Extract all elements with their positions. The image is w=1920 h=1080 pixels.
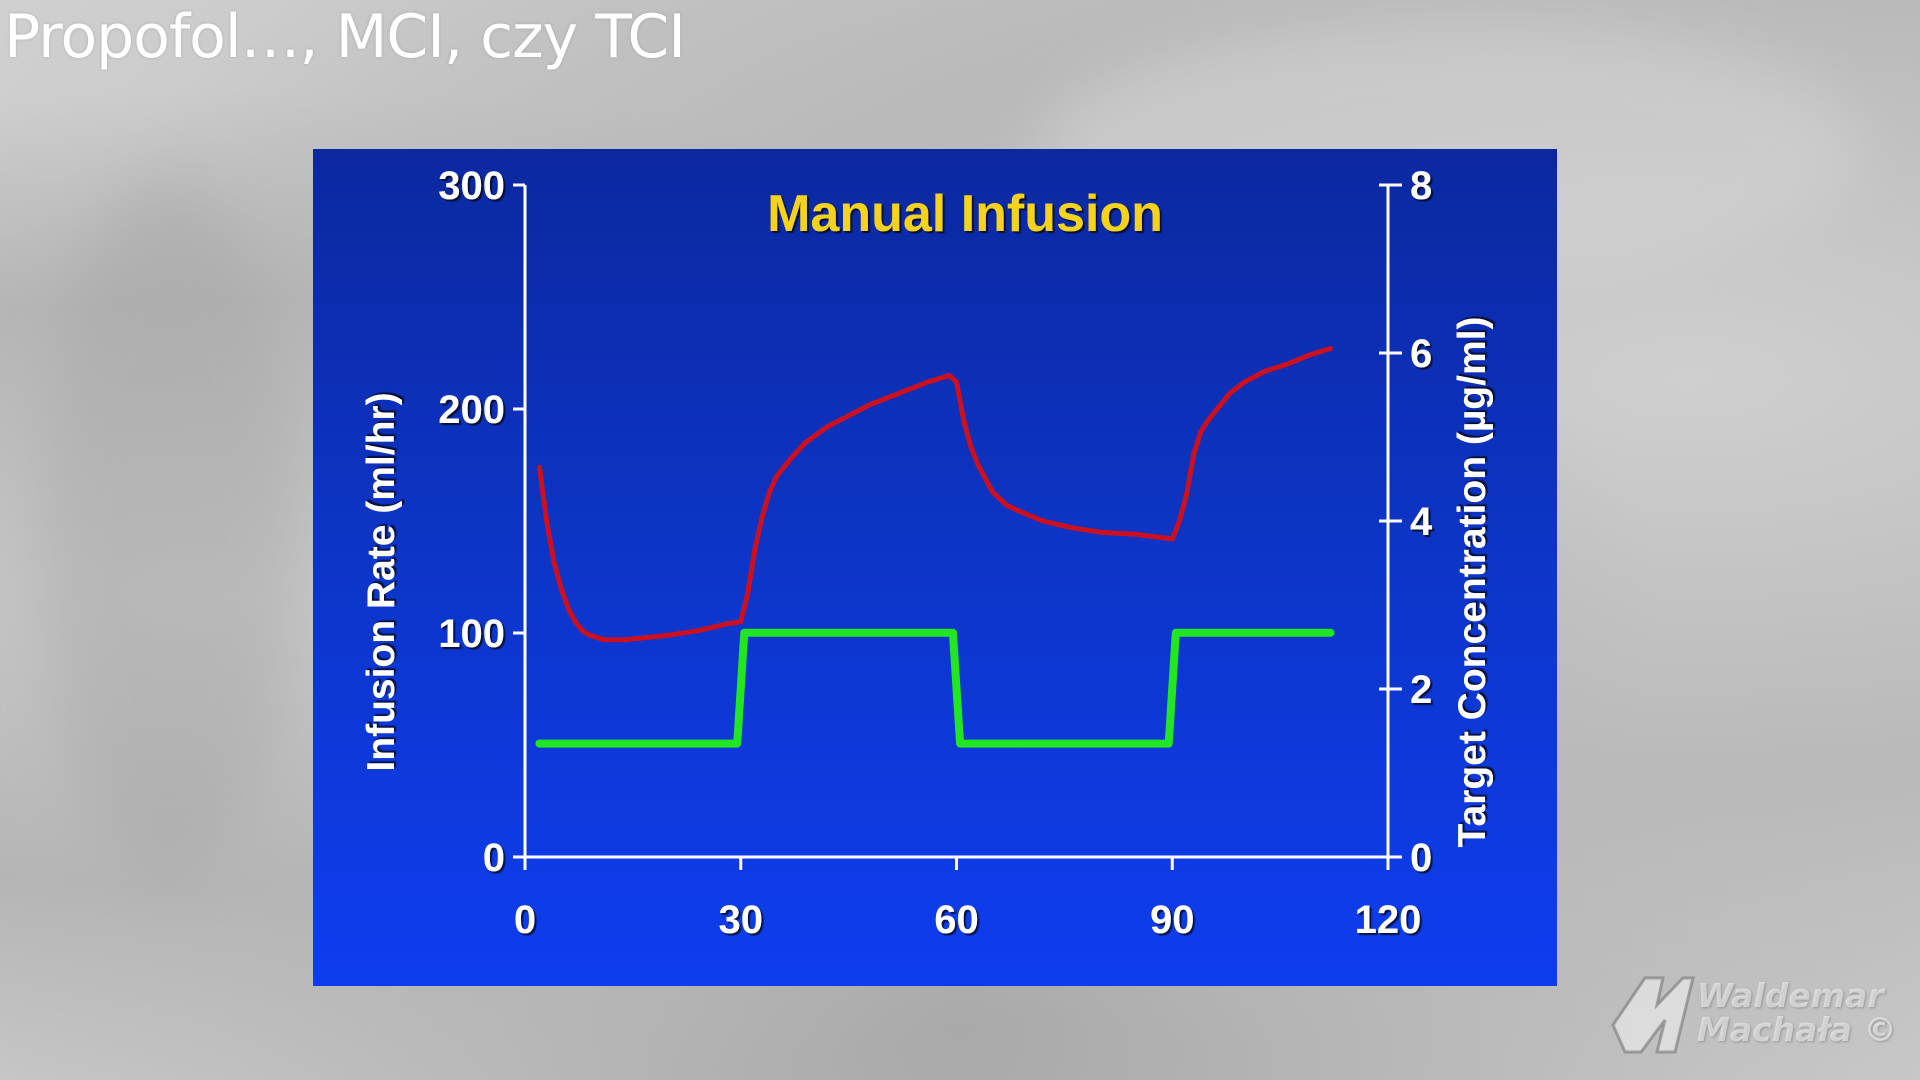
y2-axis-label: Target Concentration (µg/ml) <box>1451 317 1494 848</box>
series-group <box>535 346 1335 748</box>
watermark-name: Machała <box>1697 1010 1853 1049</box>
y2-tick-label: 2 <box>1410 668 1432 712</box>
y-tick-label: 300 <box>438 164 505 208</box>
manual-infusion-chart: Manual Infusion Infusion Rate (ml/hr) Ta… <box>360 164 1494 942</box>
target-concentration-line <box>535 628 1335 748</box>
y2-tick-label: 6 <box>1410 332 1432 376</box>
y-axis-label: Infusion Rate (ml/hr) <box>360 392 403 771</box>
y-tick-label: 0 <box>483 836 505 880</box>
x-tick-label: 120 <box>1355 898 1422 942</box>
y-tick-label: 100 <box>438 612 505 656</box>
axes-group: 0 100 200 300 0 30 60 90 120 0 2 4 6 8 <box>438 164 1433 942</box>
y2-tick-label: 8 <box>1410 164 1432 208</box>
x-tick-label: 30 <box>719 898 764 942</box>
author-logo-icon <box>1611 976 1695 1054</box>
background-blur-shape <box>40 180 300 880</box>
watermark-line-1: Waldemar <box>1697 976 1884 1015</box>
author-watermark: Waldemar Machała © <box>1605 970 1905 1060</box>
slide-title: Propofol…, MCI, czy TCI <box>4 2 686 72</box>
x-tick-label: 0 <box>514 898 536 942</box>
x-tick-label: 60 <box>934 898 979 942</box>
chart-title: Manual Infusion <box>767 185 1163 243</box>
chart-panel: Manual Infusion Infusion Rate (ml/hr) Ta… <box>313 149 1557 986</box>
x-tick-label: 90 <box>1150 898 1195 942</box>
watermark-line-2: Machała © <box>1697 1012 1897 1048</box>
infusion-rate-line <box>536 346 1333 643</box>
y2-tick-label: 4 <box>1410 500 1433 544</box>
y2-tick-label: 0 <box>1410 836 1432 880</box>
copyright-symbol: © <box>1863 1010 1897 1049</box>
y-tick-label: 200 <box>438 388 505 432</box>
